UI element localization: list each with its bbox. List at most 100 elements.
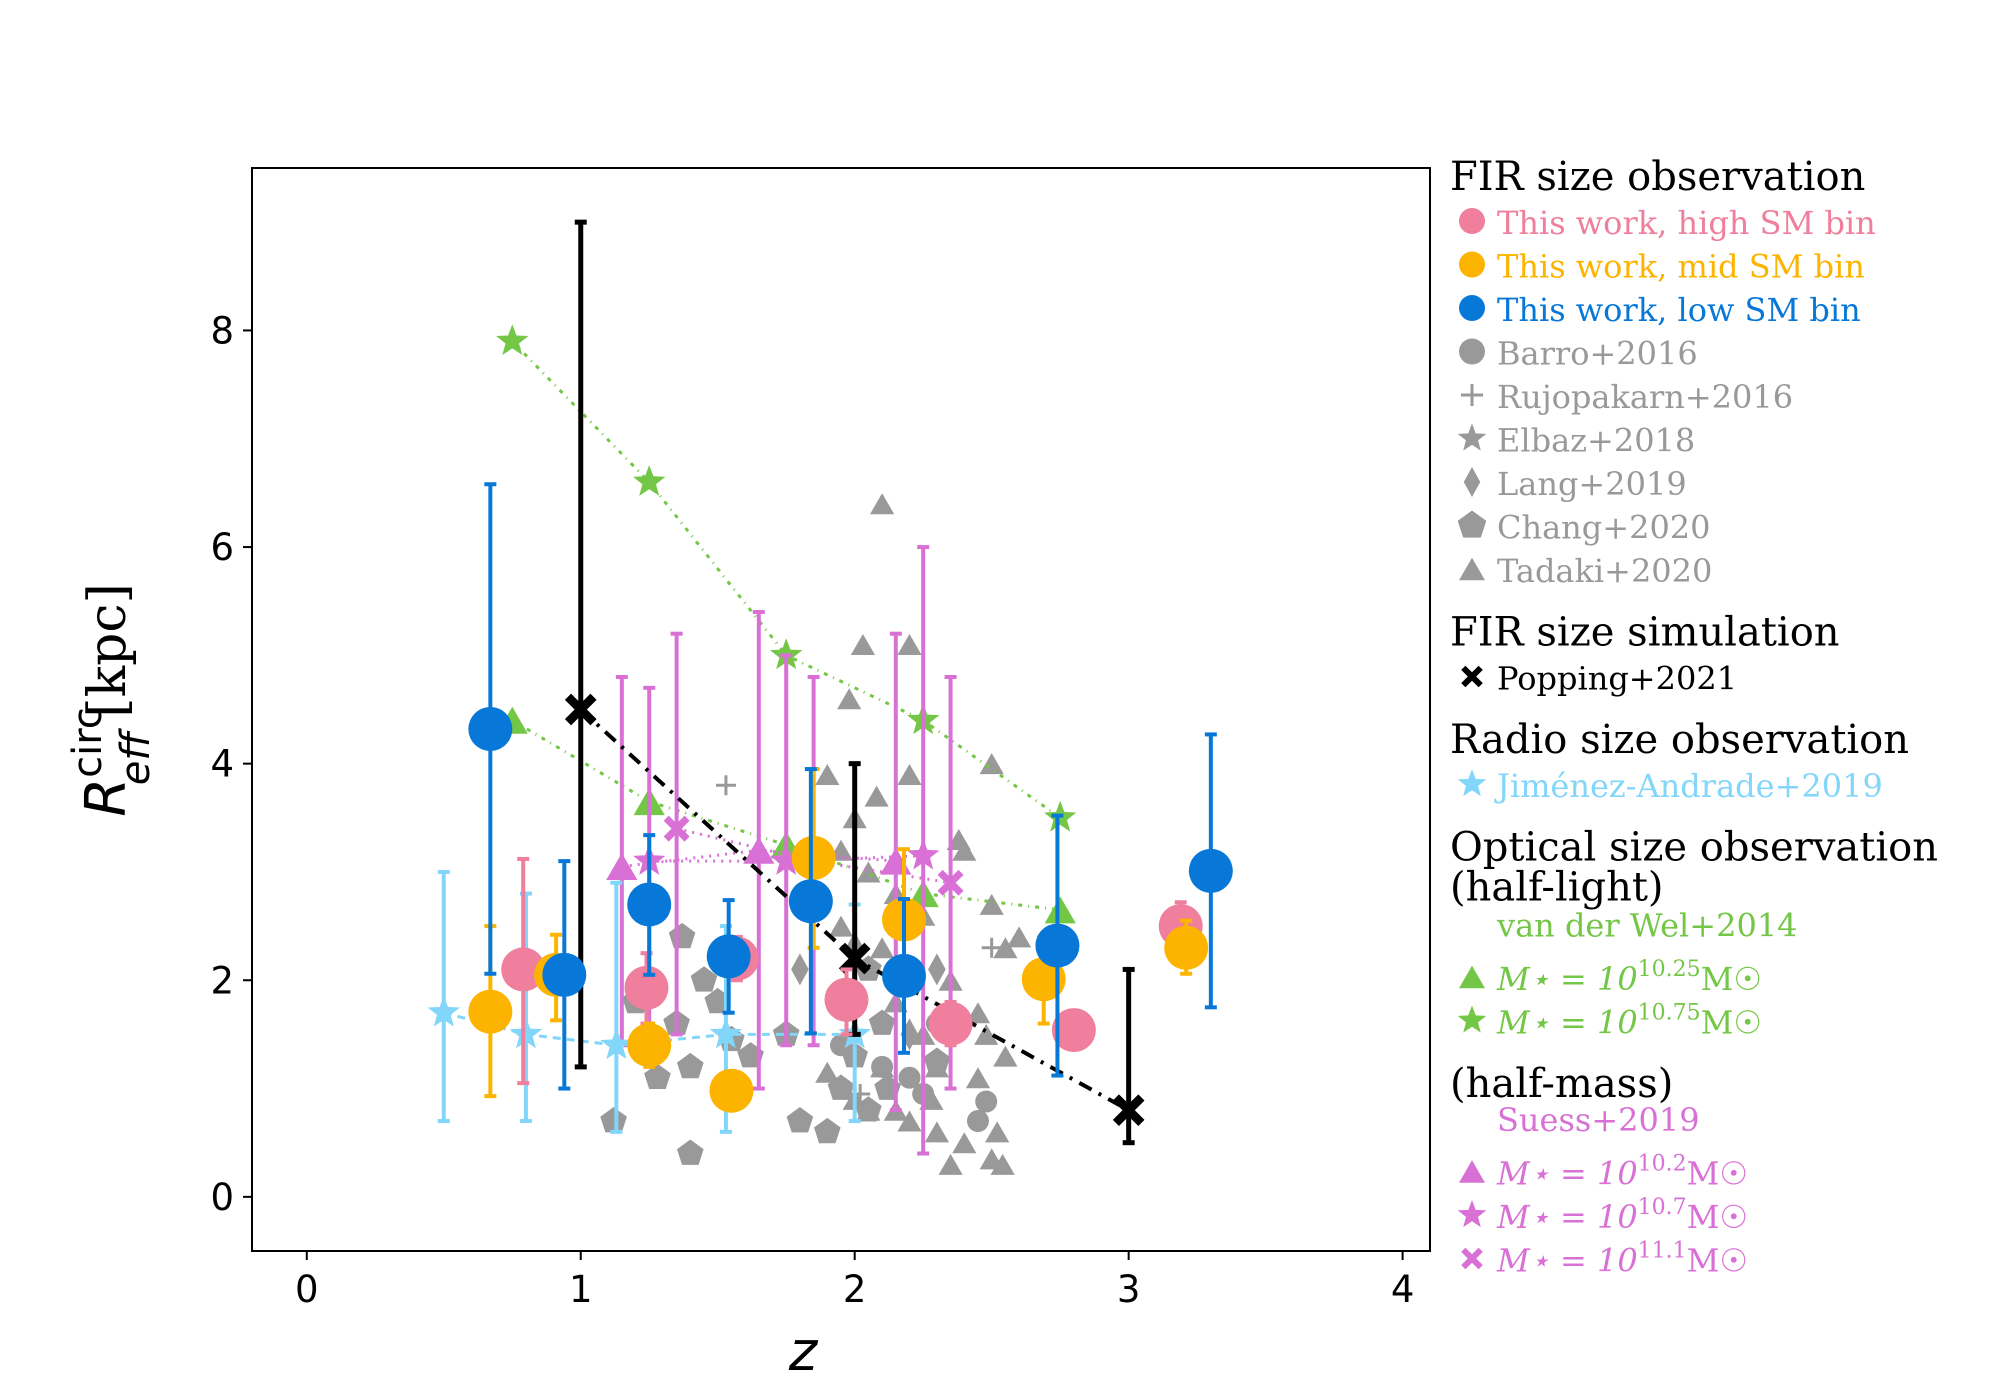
legend-label: M⋆ = 1010.2M☉ bbox=[1496, 1152, 1748, 1193]
legend-marker-plus bbox=[1461, 384, 1483, 406]
legend-label: This work, mid SM bin bbox=[1497, 248, 1865, 286]
point-tadaki-2020-3 bbox=[837, 688, 862, 710]
legend-item-m-1011-1: M⋆ = 1011.1M☉ bbox=[1461, 1239, 1748, 1280]
point-tadaki-2020-18 bbox=[993, 937, 1018, 959]
point-tadaki-2020-20 bbox=[1006, 926, 1032, 948]
legend-item-m-1010-25: M⋆ = 1010.25M☉ bbox=[1459, 957, 1762, 998]
legend-item-rujopakarn-2016: Rujopakarn+2016 bbox=[1461, 378, 1793, 416]
legend-marker-circle bbox=[1459, 295, 1485, 321]
legend-section-3: Optical size observation(half-light)van … bbox=[1450, 825, 1938, 1042]
point-this-work-high-sm-bin-1 bbox=[624, 965, 669, 1010]
point-tadaki-2020-35 bbox=[952, 1132, 977, 1154]
point-this-work-low-sm-bin-5 bbox=[882, 953, 927, 998]
point-this-work-mid-sm-bin-4 bbox=[791, 835, 836, 880]
legend-label: This work, high SM bin bbox=[1497, 204, 1876, 242]
point-tadaki-2020-36 bbox=[985, 1121, 1010, 1143]
point-popping-2021-1 bbox=[838, 942, 871, 975]
point-tadaki-2020-28 bbox=[924, 1056, 949, 1078]
legend-marker-circle bbox=[1459, 338, 1485, 365]
legend-subheading: van der Wel+2014 bbox=[1496, 907, 1798, 945]
point-tadaki-2020-16 bbox=[828, 915, 854, 937]
point-tadaki-2020-39 bbox=[990, 1153, 1015, 1175]
y-tick-label-4: 4 bbox=[210, 743, 234, 786]
point-tadaki-2020-17 bbox=[870, 937, 895, 959]
point-suess-2019-m-10-10-7-2 bbox=[907, 838, 940, 870]
point-chang-2020-6 bbox=[690, 966, 718, 992]
point-chang-2020-7 bbox=[668, 922, 696, 949]
legend-marker-x bbox=[1461, 665, 1483, 688]
legend-heading-2: (half-light) bbox=[1450, 865, 1664, 911]
point-this-work-mid-sm-bin-6 bbox=[1021, 957, 1066, 1002]
series-tadaki-2020 bbox=[815, 493, 1032, 1175]
point-this-work-low-sm-bin-3 bbox=[706, 934, 751, 979]
point-chang-2020-13 bbox=[814, 1117, 841, 1144]
legend-item-elbaz-2018: Elbaz+2018 bbox=[1457, 422, 1695, 460]
point-this-work-mid-sm-bin-7 bbox=[1164, 925, 1209, 970]
point-tadaki-2020-5 bbox=[815, 764, 840, 785]
series-popping-2021 bbox=[564, 219, 1145, 1146]
axis-labels: z Rcirceff [kpc] bbox=[65, 583, 819, 1383]
point-chang-2020-16 bbox=[868, 1009, 896, 1035]
error-bar-suess-2019-m-10-11-1-0 bbox=[670, 631, 683, 1037]
y-tick-label-2: 2 bbox=[210, 959, 234, 1002]
legend-label: M⋆ = 1010.25M☉ bbox=[1496, 957, 1762, 998]
point-jim-nez-andrade-2019-0 bbox=[427, 995, 460, 1027]
legend: FIR size observation This work, high SM b… bbox=[1450, 154, 1938, 1280]
point-this-work-low-sm-bin-4 bbox=[788, 879, 833, 924]
point-barro-2016-6 bbox=[830, 1034, 852, 1057]
legend-marker-star bbox=[1457, 423, 1487, 451]
point-tadaki-2020-33 bbox=[897, 1110, 922, 1132]
legend-marker-star bbox=[1457, 769, 1487, 797]
point-this-work-high-sm-bin-3 bbox=[824, 977, 869, 1022]
y-axis-label-unit: [kpc] bbox=[78, 583, 138, 718]
legend-item-this-work-mid-sm-bin: This work, mid SM bin bbox=[1459, 248, 1865, 286]
x-tick-label-1: 1 bbox=[569, 1268, 593, 1311]
point-suess-2019-m-10-11-1-2 bbox=[937, 869, 964, 896]
legend-marker-x bbox=[1461, 1247, 1483, 1270]
point-suess-2019-m-10-10-7-1 bbox=[770, 844, 803, 875]
point-van-der-wel-2014-m-10-10-75-1 bbox=[633, 465, 666, 496]
legend-marker-triangle bbox=[1459, 965, 1485, 989]
error-bar-jim-nez-andrade-2019-2 bbox=[610, 880, 623, 1134]
point-tadaki-2020-29 bbox=[965, 1067, 991, 1089]
y-tick-label-8: 8 bbox=[210, 309, 234, 352]
y-axis-label: Rcirceff [kpc] bbox=[65, 583, 159, 817]
point-popping-2021-2 bbox=[1112, 1094, 1145, 1127]
point-tadaki-2020-25 bbox=[974, 1023, 999, 1045]
ticks-layer: 0 1 2 3 4 0 2 4 6 8 bbox=[210, 309, 1414, 1311]
point-this-work-high-sm-bin-5 bbox=[1051, 1008, 1096, 1053]
legend-label: M⋆ = 1010.7M☉ bbox=[1496, 1195, 1748, 1236]
point-chang-2020-0 bbox=[600, 1107, 627, 1133]
legend-item-tadaki-2020: Tadaki+2020 bbox=[1459, 552, 1712, 590]
point-tadaki-2020-7 bbox=[864, 785, 889, 807]
point-lang-2019-3 bbox=[928, 953, 946, 986]
point-tadaki-2020-37 bbox=[938, 1153, 963, 1175]
legend-subheading: Suess+2019 bbox=[1497, 1101, 1700, 1139]
point-this-work-high-sm-bin-0 bbox=[501, 947, 546, 992]
error-bar-popping-2021-0 bbox=[574, 219, 587, 1070]
point-tadaki-2020-31 bbox=[856, 1099, 881, 1121]
point-suess-2019-m-10-10-2-1 bbox=[743, 836, 775, 864]
point-tadaki-2020-23 bbox=[965, 1002, 991, 1024]
point-lang-2019-0 bbox=[791, 953, 809, 986]
point-chang-2020-2 bbox=[644, 1063, 671, 1089]
y-axis-label-sub: eff bbox=[113, 728, 159, 786]
legend-marker-pentagon bbox=[1457, 510, 1487, 538]
legend-label: Popping+2021 bbox=[1497, 660, 1737, 698]
point-this-work-high-sm-bin-4 bbox=[928, 1001, 973, 1046]
series-suess-2019-m-10-10-2 bbox=[606, 610, 912, 1113]
point-this-work-mid-sm-bin-0 bbox=[468, 989, 513, 1034]
x-tick-label-2: 2 bbox=[843, 1268, 867, 1311]
y-axis-label-main: R bbox=[74, 778, 139, 817]
point-chang-2020-4 bbox=[677, 1139, 704, 1165]
point-tadaki-2020-15 bbox=[979, 893, 1004, 915]
legend-marker-triangle bbox=[1459, 1160, 1485, 1183]
legend-label: Rujopakarn+2016 bbox=[1497, 378, 1793, 416]
legend-item-this-work-high-sm-bin: This work, high SM bin bbox=[1459, 204, 1876, 242]
point-tadaki-2020-0 bbox=[870, 493, 895, 515]
point-tadaki-2020-6 bbox=[897, 764, 922, 785]
legend-item-this-work-low-sm-bin: This work, low SM bin bbox=[1459, 291, 1861, 329]
point-tadaki-2020-1 bbox=[850, 634, 875, 655]
